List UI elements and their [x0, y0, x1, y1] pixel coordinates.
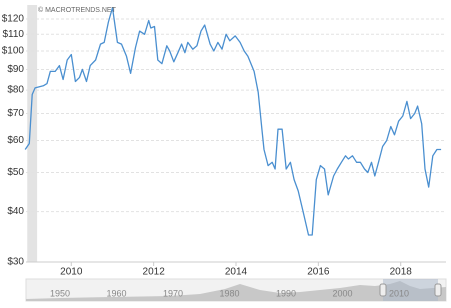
navigator-label: 1990 [276, 288, 296, 298]
x-tick-label: 2010 [60, 267, 83, 278]
y-tick-label: $90 [7, 64, 24, 75]
y-tick-label: $120 [2, 14, 25, 25]
navigator-handle[interactable] [434, 283, 442, 297]
data-line [24, 7, 442, 236]
y-tick-label: $60 [7, 135, 24, 146]
y-tick-label: $40 [7, 206, 24, 217]
x-tick-label: 2018 [390, 267, 413, 278]
x-tick-label: 2014 [225, 267, 248, 278]
x-tick-label: 2012 [143, 267, 166, 278]
navigator-label: 2000 [332, 288, 352, 298]
y-tick-label: $80 [7, 85, 24, 96]
navigator-label: 1980 [219, 288, 239, 298]
y-tick-label: $100 [2, 46, 25, 57]
navigator-handle[interactable] [379, 283, 387, 297]
navigator[interactable]: 1950 1960 1970 1980 1990 2000 2010 [25, 278, 447, 302]
navigator-label: 1950 [50, 288, 70, 298]
y-tick-label: $30 [7, 257, 24, 268]
x-tick-label: 2016 [307, 267, 330, 278]
navigator-area [26, 281, 446, 301]
shaded-band [27, 5, 38, 262]
y-tick-label: $110 [2, 29, 24, 40]
navigator-label: 1960 [106, 288, 126, 298]
y-tick-label: $70 [7, 108, 24, 119]
navigator-label: 2010 [389, 288, 409, 298]
navigator-label: 1970 [163, 288, 183, 298]
y-tick-label: $50 [7, 167, 24, 178]
watermark: © MACROTRENDS.NET [38, 6, 117, 14]
plot-area [24, 5, 446, 266]
navigator-selection[interactable] [383, 279, 438, 301]
